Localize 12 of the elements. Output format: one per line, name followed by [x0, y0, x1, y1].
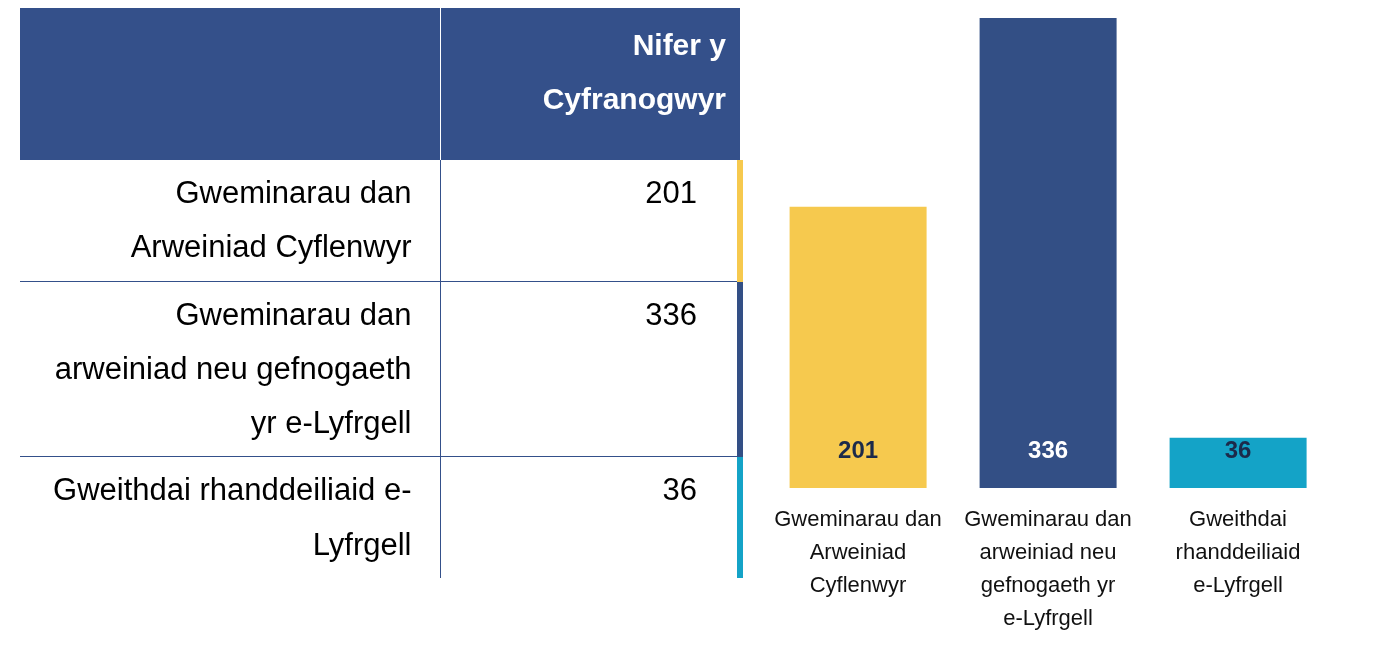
data-label: 336	[440, 281, 740, 457]
x-tick-label: Gweminarau dan arweiniad neu gefnogaeth yr e-Lyfrgell	[964, 506, 1132, 630]
data-label: 36	[1224, 436, 1252, 463]
category-label: Gweminarau dan Arweiniad Cyflenwyr	[20, 160, 440, 281]
text: Nifer y Cyfranogwyr	[440, 8, 740, 160]
data-label: 336	[1028, 436, 1069, 463]
data-label: 201	[440, 160, 740, 281]
category-label: Gweminarau dan arweiniad neu gefnogaeth yr e-Lyfrgell	[20, 281, 440, 457]
data-label: 36	[440, 456, 740, 578]
x-tick-label: Gweithdai rhanddeiliaid e-Lyfrgell	[1175, 506, 1301, 597]
data-label: 201	[838, 436, 879, 463]
x-tick-label: Gweminarau dan Arweiniad Cyflenwyr	[774, 506, 942, 597]
